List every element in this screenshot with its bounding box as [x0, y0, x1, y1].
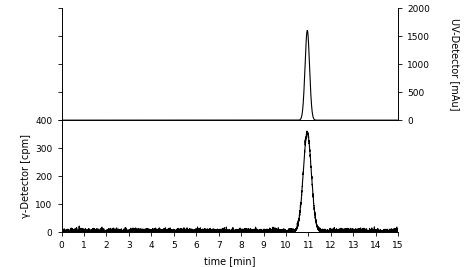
Y-axis label: γ-Detector [cpm]: γ-Detector [cpm] [21, 134, 31, 218]
Y-axis label: UV-Detector [mAu]: UV-Detector [mAu] [450, 18, 460, 110]
X-axis label: time [min]: time [min] [204, 256, 255, 266]
